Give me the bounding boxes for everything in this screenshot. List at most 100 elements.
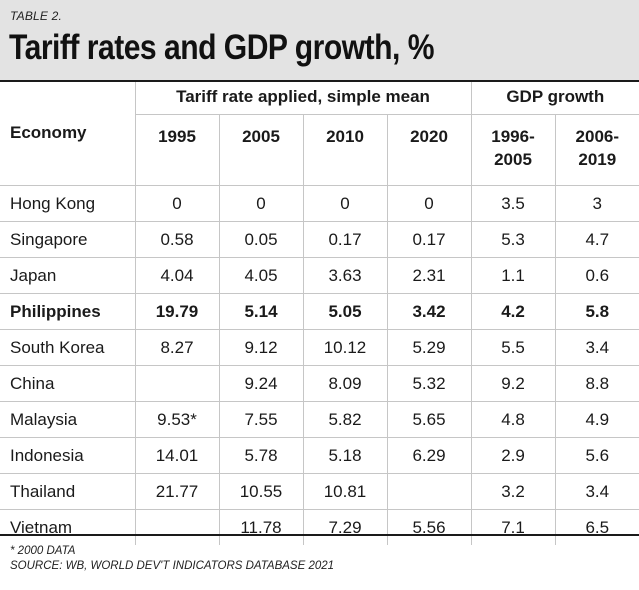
tariff-cell: 9.53*	[134, 401, 219, 438]
tariff-cell	[386, 473, 472, 510]
column-header-year: 2020	[386, 114, 472, 186]
tariff-cell: 0.05	[218, 221, 303, 258]
footnote: * 2000 DATA	[10, 545, 76, 557]
tariff-cell: 5.65	[386, 401, 472, 438]
table-label: TABLE 2.	[10, 9, 63, 23]
table-row: Malaysia 9.53* 7.55 5.82 5.65 4.8 4.9	[0, 401, 639, 438]
tariff-cell: 10.12	[302, 329, 387, 366]
period-end: 2019	[578, 150, 617, 169]
gdp-cell: 4.8	[470, 401, 556, 438]
economy-name: China	[0, 365, 135, 402]
tariff-cell	[134, 509, 219, 545]
tariff-gdp-table: Economy Tariff rate applied, simple mean…	[0, 80, 639, 545]
tariff-cell: 11.78	[218, 509, 303, 545]
period-start: 2006-	[575, 127, 620, 146]
tariff-cell: 9.12	[218, 329, 303, 366]
tariff-cell: 19.79	[134, 293, 219, 330]
bottom-rule	[0, 534, 639, 536]
table-row: Philippines 19.79 5.14 5.05 3.42 4.2 5.8	[0, 293, 639, 330]
gdp-cell: 0.6	[554, 257, 639, 294]
economy-name: Singapore	[0, 221, 135, 258]
column-header-economy: Economy	[0, 80, 135, 186]
gdp-cell: 3	[554, 185, 639, 222]
tariff-cell: 5.56	[386, 509, 472, 545]
tariff-cell: 14.01	[134, 437, 219, 474]
table-row: Vietnam 11.78 7.29 5.56 7.1 6.5	[0, 509, 639, 545]
gdp-cell: 3.5	[470, 185, 556, 222]
column-group-tariff: Tariff rate applied, simple mean	[134, 80, 472, 115]
gdp-cell: 2.9	[470, 437, 556, 474]
column-group-gdp: GDP growth	[470, 80, 639, 115]
tariff-cell: 2.31	[386, 257, 472, 294]
tariff-cell: 7.55	[218, 401, 303, 438]
tariff-cell: 4.05	[218, 257, 303, 294]
economy-name: Indonesia	[0, 437, 135, 474]
gdp-cell: 1.1	[470, 257, 556, 294]
period-end: 2005	[494, 150, 532, 169]
gdp-cell: 5.5	[470, 329, 556, 366]
tariff-cell: 5.82	[302, 401, 387, 438]
gdp-cell: 9.2	[470, 365, 556, 402]
header-row-years: 1995 2005 2010 2020 1996- 2005 2006- 201…	[0, 114, 639, 186]
column-header-year: 2005	[218, 114, 303, 186]
tariff-cell: 10.81	[302, 473, 387, 510]
top-rule	[0, 80, 639, 82]
column-header-period: 1996- 2005	[470, 114, 556, 186]
economy-name: Hong Kong	[0, 185, 135, 222]
table-row: Japan 4.04 4.05 3.63 2.31 1.1 0.6	[0, 257, 639, 294]
tariff-cell: 6.29	[386, 437, 472, 474]
gdp-cell: 4.9	[554, 401, 639, 438]
gdp-cell: 7.1	[470, 509, 556, 545]
tariff-cell: 8.09	[302, 365, 387, 402]
economy-name: Thailand	[0, 473, 135, 510]
tariff-cell: 5.29	[386, 329, 472, 366]
table-row: China 9.24 8.09 5.32 9.2 8.8	[0, 365, 639, 402]
tariff-cell: 3.42	[386, 293, 472, 330]
tariff-cell: 0	[134, 185, 219, 222]
title-banner: TABLE 2. Tariff rates and GDP growth, %	[0, 0, 639, 80]
tariff-cell: 9.24	[218, 365, 303, 402]
column-header-year: 2010	[302, 114, 387, 186]
tariff-cell: 4.04	[134, 257, 219, 294]
gdp-cell: 3.4	[554, 329, 639, 366]
column-header-year: 1995	[134, 114, 219, 186]
tariff-cell: 5.78	[218, 437, 303, 474]
tariff-cell: 0.17	[386, 221, 472, 258]
table-row: Singapore 0.58 0.05 0.17 0.17 5.3 4.7	[0, 221, 639, 258]
economy-name: Vietnam	[10, 517, 73, 537]
source-note: SOURCE: WB, WORLD DEV'T INDICATORS DATAB…	[10, 560, 335, 572]
gdp-cell: 3.2	[470, 473, 556, 510]
tariff-cell: 0	[386, 185, 472, 222]
tariff-cell: 5.05	[302, 293, 387, 330]
page-title: Tariff rates and GDP growth, %	[9, 28, 434, 67]
tariff-cell: 0	[302, 185, 387, 222]
tariff-cell: 0.17	[302, 221, 387, 258]
economy-name: Japan	[0, 257, 135, 294]
gdp-cell: 5.8	[554, 293, 639, 330]
gdp-cell: 4.2	[470, 293, 556, 330]
gdp-cell: 4.7	[554, 221, 639, 258]
table-row: Hong Kong 0 0 0 0 3.5 3	[0, 185, 639, 222]
gdp-cell: 3.4	[554, 473, 639, 510]
economy-name: Malaysia	[0, 401, 135, 438]
gdp-cell: 6.5	[554, 509, 639, 545]
tariff-cell: 5.18	[302, 437, 387, 474]
table-body: Hong Kong 0 0 0 0 3.5 3 Singapore 0.58 0.05 0.17 0.…	[0, 185, 639, 545]
tariff-cell: 5.32	[386, 365, 472, 402]
tariff-cell: 10.55	[218, 473, 303, 510]
header-row-groups: Economy Tariff rate applied, simple mean…	[0, 80, 639, 186]
period-start: 1996-	[491, 127, 535, 146]
tariff-cell	[134, 365, 219, 402]
tariff-cell: 0	[218, 185, 303, 222]
tariff-cell: 0.58	[134, 221, 219, 258]
tariff-cell: 7.29	[302, 509, 387, 545]
gdp-cell: 5.6	[554, 437, 639, 474]
tariff-cell: 3.63	[302, 257, 387, 294]
gdp-cell: 5.3	[470, 221, 556, 258]
tariff-cell: 5.14	[218, 293, 303, 330]
table-row: Thailand 21.77 10.55 10.81 3.2 3.4	[0, 473, 639, 510]
table-row: Indonesia 14.01 5.78 5.18 6.29 2.9 5.6	[0, 437, 639, 474]
economy-name: South Korea	[0, 329, 135, 366]
table-row: South Korea 8.27 9.12 10.12 5.29 5.5 3.4	[0, 329, 639, 366]
column-header-period: 2006- 2019	[554, 114, 639, 186]
